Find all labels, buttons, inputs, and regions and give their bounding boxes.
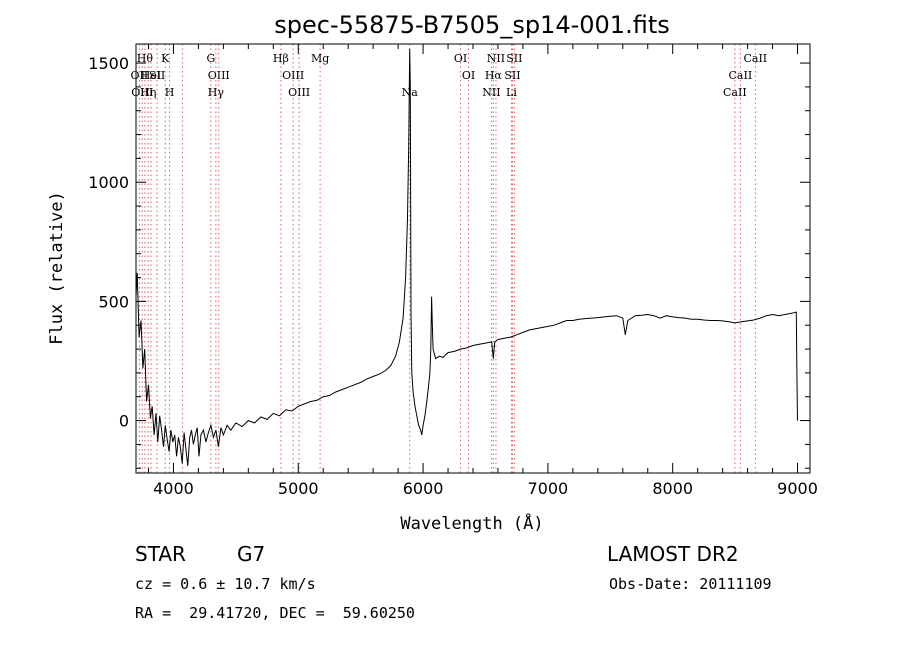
spectral-line-label: SII [149, 69, 165, 82]
chart-title: spec-55875-B7505_sp14-001.fits [274, 11, 669, 39]
spectral-line-labels: OIIOIIIHθHηHeISIIKHGHγOIIIHβOIIIOIIIMgNa… [131, 52, 768, 99]
spectral-line-label: CaII [743, 52, 767, 65]
x-tick-label: 8000 [652, 479, 693, 498]
spectral-line-label: OIII [208, 69, 230, 82]
spectral-line-label: Li [506, 86, 517, 99]
spectral-line-label: Hθ [137, 52, 154, 65]
object-class: STAR [135, 542, 186, 566]
spectral-line-label: OIII [288, 86, 310, 99]
spectral-line-label: CaII [723, 86, 747, 99]
y-tick-label: 1500 [88, 54, 129, 73]
plot-frame [135, 43, 811, 474]
spectral-line-label: OII [131, 69, 149, 82]
spectral-line-label: Hη [140, 86, 156, 99]
spectral-line-label: SII [504, 69, 520, 82]
spectral-line-label: OI [454, 52, 467, 65]
spectral-line-label: HeI [141, 69, 161, 82]
axis-ticks: 4000 5000 6000 7000 8000 9000 0 500 1000 1500 [88, 44, 818, 498]
y-tick-label: 0 [119, 412, 129, 431]
spectral-line-label: NII [482, 86, 500, 99]
spectral-line-label: Hβ [273, 52, 289, 65]
spectral-line-markers [138, 44, 756, 473]
spectral-line-label: Hγ [208, 86, 225, 99]
spectral-line-label: OIII [131, 86, 153, 99]
spectral-line-label: OIII [282, 69, 304, 82]
spectral-line-label: Hα [485, 69, 503, 82]
spectral-line-label: CaII [729, 69, 753, 82]
cz-value: cz = 0.6 ± 10.7 km/s [135, 575, 316, 593]
x-axis-label: Wavelength (Å) [400, 512, 543, 534]
spectral-line-label: K [161, 52, 170, 65]
x-tick-label: 7000 [528, 479, 569, 498]
x-tick-label: 4000 [153, 479, 194, 498]
y-axis-label: Flux (relative) [47, 191, 67, 345]
spectral-line-label: H [165, 86, 175, 99]
x-tick-label: 9000 [777, 479, 818, 498]
spectral-line-label: NII [487, 52, 505, 65]
obs-date: Obs-Date: 20111109 [609, 575, 772, 593]
x-tick-label: 5000 [278, 479, 319, 498]
coordinates: RA = 29.41720, DEC = 59.60250 [135, 604, 415, 622]
x-tick-label: 6000 [403, 479, 444, 498]
spectral-line-label: Mg [311, 52, 329, 65]
spectral-line-label: SII [506, 52, 522, 65]
spectrum-series-line [135, 48, 798, 466]
spectral-line-label: OI [462, 69, 475, 82]
y-tick-label: 500 [98, 292, 129, 311]
object-subclass: G7 [237, 542, 266, 566]
y-tick-label: 1000 [88, 173, 129, 192]
spectral-line-label: G [206, 52, 215, 65]
survey-name: LAMOST DR2 [607, 542, 739, 566]
